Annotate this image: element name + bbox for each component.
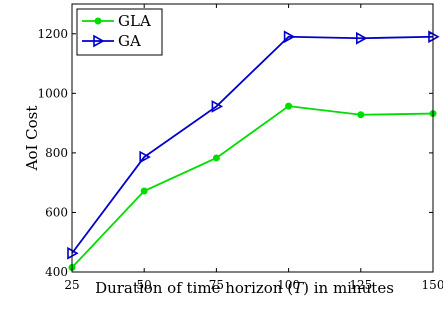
series-gla — [68, 102, 437, 272]
data-point — [355, 31, 368, 45]
data-point — [285, 102, 293, 110]
legend-label: GLA — [118, 12, 151, 30]
legend-entry-ga: GA — [82, 32, 141, 50]
y-tick-label: 800 — [45, 146, 68, 160]
y-tick-label: 1000 — [37, 86, 68, 100]
y-tick-label: 400 — [45, 265, 68, 279]
legend-entry-gla: GLA — [82, 12, 151, 30]
legend: GLA GA — [76, 8, 163, 56]
x-tick-label: 125 — [349, 278, 372, 292]
x-axis-label: Duration of time horizon (T) in minutes — [95, 279, 394, 297]
x-tick-label: 25 — [64, 278, 79, 292]
axes-frame — [71, 3, 434, 273]
data-point — [283, 30, 296, 44]
legend-label: GA — [118, 32, 141, 50]
series-line — [71, 35, 434, 254]
x-tick-label: 150 — [422, 278, 443, 292]
series-group — [67, 30, 440, 272]
data-point — [139, 150, 151, 164]
x-tick-label: 50 — [137, 278, 152, 292]
x-tick-label: 75 — [209, 278, 224, 292]
data-point — [357, 111, 365, 119]
data-point — [211, 100, 224, 113]
y-tick-label: 1200 — [37, 27, 68, 41]
legend-box — [76, 8, 163, 56]
legend-swatch-marker — [93, 34, 105, 48]
x-tick-label: 100 — [277, 278, 300, 292]
legend-entries: GLA GA — [82, 12, 151, 50]
series-line — [71, 105, 434, 269]
x-axis-label-pre: Duration of time horizon ( — [95, 279, 293, 297]
data-point — [140, 187, 148, 195]
x-axis-label-post: ) in minutes — [303, 279, 394, 297]
legend-swatch-marker — [94, 17, 102, 25]
data-point — [212, 154, 220, 162]
series-ga — [67, 30, 440, 260]
x-axis-label-variable: T — [293, 279, 304, 297]
y-axis-label: AoI Cost — [23, 106, 41, 172]
y-tick-label: 600 — [45, 205, 68, 219]
